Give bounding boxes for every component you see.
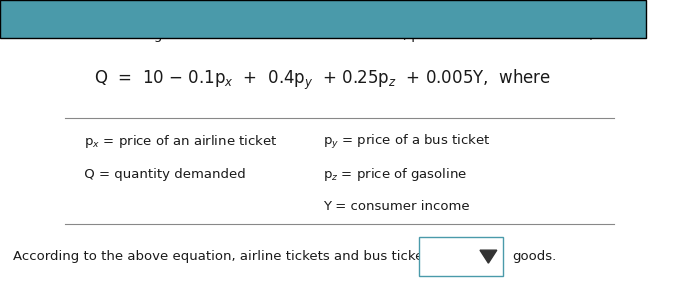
Text: p$_z$ = price of gasoline: p$_z$ = price of gasoline [323, 165, 468, 183]
Text: p$_x$ = price of an airline ticket: p$_x$ = price of an airline ticket [71, 133, 277, 150]
Text: Consider the following demand function for airline tickets (quantities are in th: Consider the following demand function f… [13, 30, 598, 42]
Text: Q  =  10 $-$ 0.1p$_x$  +  0.4p$_y$  + 0.25p$_z$  + 0.005Y,  where: Q = 10 $-$ 0.1p$_x$ + 0.4p$_y$ + 0.25p$_… [94, 68, 552, 92]
Text: Q = quantity demanded: Q = quantity demanded [71, 168, 246, 181]
FancyBboxPatch shape [419, 237, 503, 276]
Text: According to the above equation, airline tickets and bus tickets are: According to the above equation, airline… [13, 250, 461, 263]
Text: p$_y$ = price of a bus ticket: p$_y$ = price of a bus ticket [323, 132, 490, 151]
FancyBboxPatch shape [0, 0, 646, 38]
Text: Y = consumer income: Y = consumer income [323, 200, 470, 213]
Text: goods.: goods. [512, 250, 556, 263]
Polygon shape [480, 250, 497, 263]
